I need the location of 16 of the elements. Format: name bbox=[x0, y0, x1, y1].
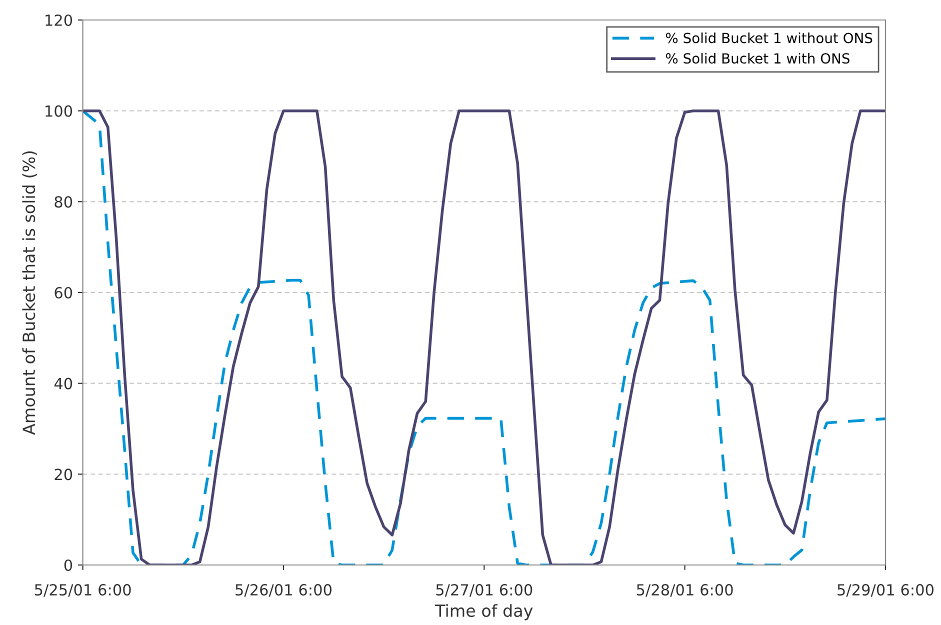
y-tick-label: 80 bbox=[54, 196, 72, 208]
y-tick-label: 100 bbox=[46, 105, 72, 117]
x-tick-label: 5/27/01 6:00 bbox=[436, 584, 532, 597]
y-tick-label: 40 bbox=[54, 378, 72, 390]
y-tick-label: 0 bbox=[64, 559, 72, 572]
y-tick-label: 60 bbox=[54, 286, 72, 299]
x-axis-title: Time of day bbox=[435, 604, 533, 620]
y-tick-label: 20 bbox=[54, 468, 72, 480]
y-axis-title: Amount of Bucket that is solid (%) bbox=[22, 151, 38, 435]
legend-label: % Solid Bucket 1 without ONS bbox=[666, 32, 872, 44]
x-tick-label: 5/29/01 6:00 bbox=[838, 584, 934, 597]
x-tick-label: 5/25/01 6:00 bbox=[34, 584, 131, 597]
y-tick-label: 120 bbox=[46, 14, 72, 26]
x-tick-label: 5/28/01 6:00 bbox=[636, 584, 733, 597]
x-tick-label: 5/26/01 6:00 bbox=[236, 584, 332, 597]
legend-label: % Solid Bucket 1 with ONS bbox=[666, 52, 850, 64]
